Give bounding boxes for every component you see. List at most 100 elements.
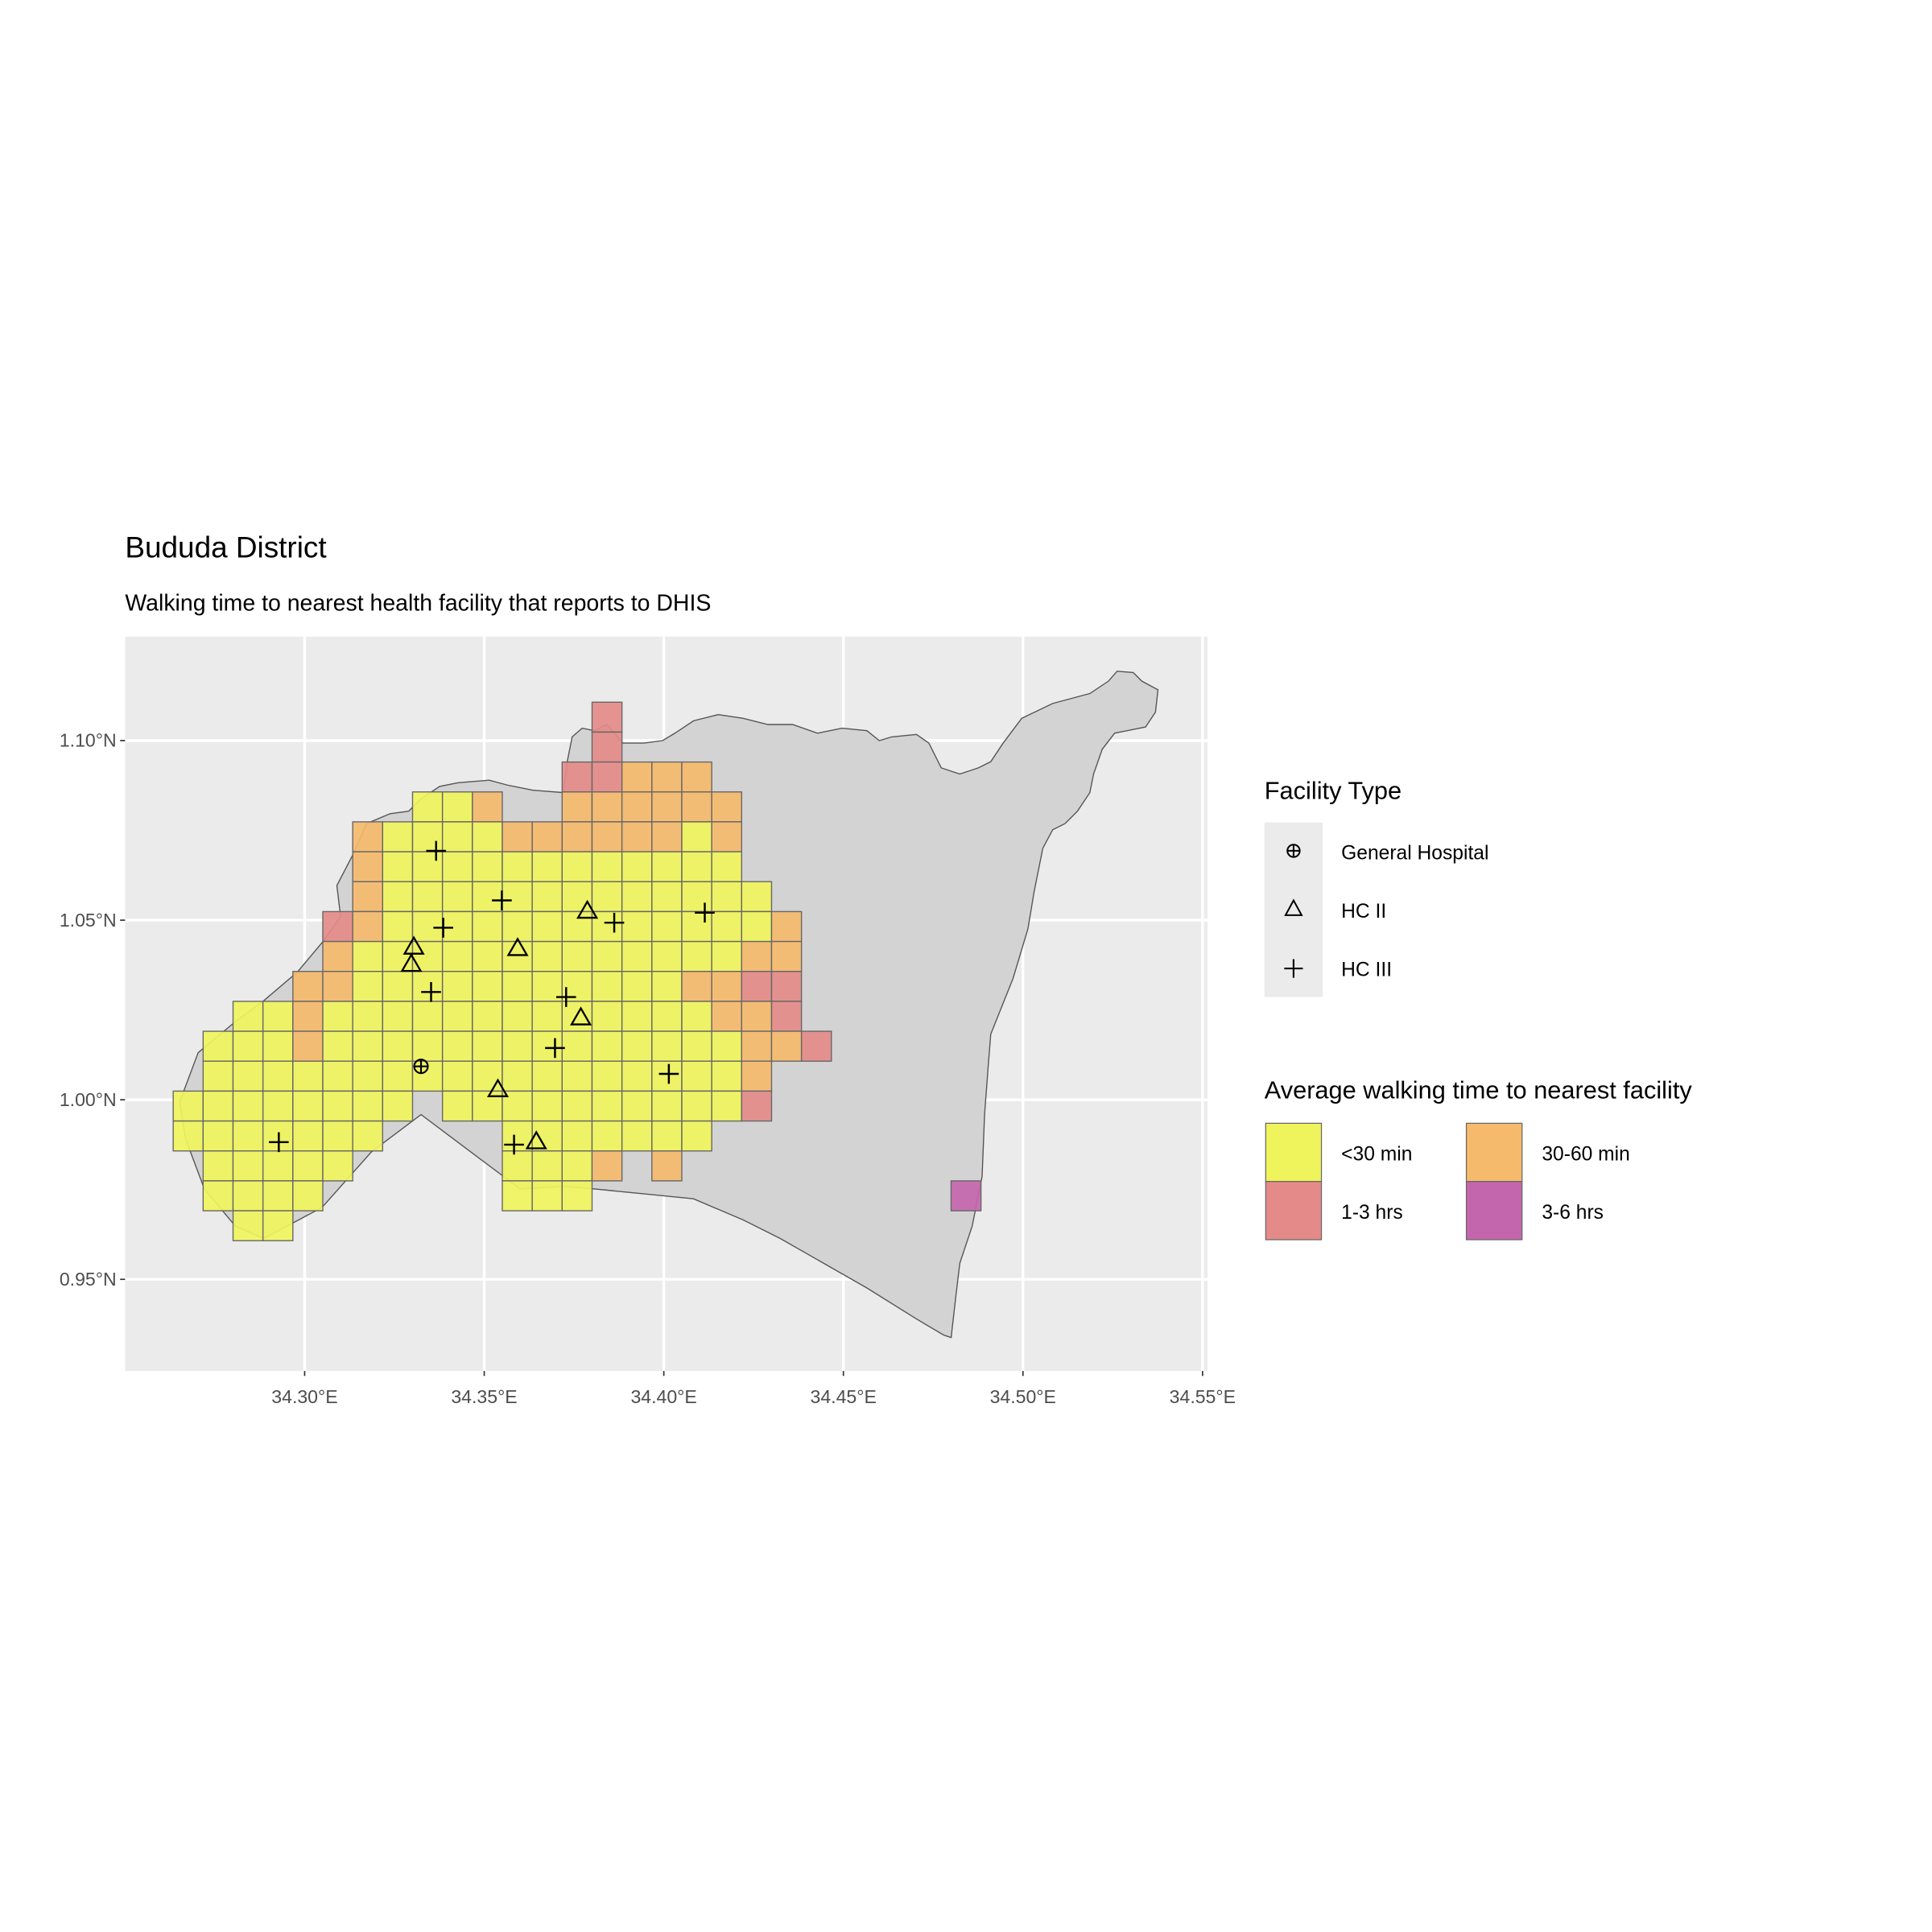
walking-time-cell (561, 821, 593, 852)
walking-time-cell (352, 851, 384, 882)
plus-icon (1284, 959, 1303, 978)
hc2-marker (525, 1130, 547, 1150)
walking-time-cell (262, 1090, 294, 1122)
walking-time-cell (411, 791, 444, 823)
walking-time-cell (681, 881, 712, 913)
hc3-marker (504, 1134, 524, 1155)
hc2-marker (486, 1078, 510, 1097)
walking-time-cell (561, 1060, 593, 1092)
walking-time-cell (382, 910, 414, 943)
walking-time-cell (591, 1060, 623, 1092)
walking-time-cell (322, 910, 353, 943)
walking-time-cell (262, 1060, 294, 1092)
walking-time-cell (292, 1001, 324, 1032)
legend-swatch-1-3 (1265, 1181, 1323, 1241)
general-hospital-marker-cross (414, 1059, 428, 1074)
walking-time-cell (651, 1030, 683, 1062)
walking-time-cell (531, 881, 564, 913)
hc3-marker (426, 840, 447, 861)
x-axis: 34.30°E 34.35°E 34.40°E 34.45°E 34.50°E 34.55… (271, 1371, 1236, 1407)
walking-time-cell (621, 881, 653, 913)
walking-time-cell (411, 851, 444, 882)
walking-time-cell (472, 851, 503, 882)
walking-time-cell (382, 1090, 414, 1122)
walking-time-cell (561, 851, 593, 882)
x-tick-label: 34.50°E (990, 1386, 1056, 1407)
walking-time-cell (202, 1060, 234, 1092)
walking-time-cell (711, 881, 742, 913)
walking-time-cell (202, 1090, 234, 1122)
walking-time-cell (232, 1090, 264, 1122)
walking-time-cell (561, 1180, 593, 1212)
walking-time-cell (322, 1001, 353, 1032)
walking-time-cell (441, 940, 473, 972)
chart-subtitle: Walking time to nearest health facility … (125, 590, 711, 616)
walking-time-cell (591, 1150, 623, 1182)
walking-time-cell (621, 1090, 653, 1122)
hc2-marker (402, 935, 425, 955)
walking-time-cell (472, 910, 503, 943)
walking-time-cell (352, 1090, 384, 1122)
circle-plus-icon-cross (1287, 844, 1300, 857)
walking-time-cell (232, 1001, 264, 1032)
walking-time-cell (741, 881, 773, 913)
walking-time-cell (681, 1120, 712, 1152)
walking-time-cell (502, 971, 533, 1002)
walking-time-cell (262, 1030, 294, 1062)
x-tick-label: 34.45°E (811, 1386, 877, 1407)
walking-time-cell (352, 1001, 384, 1032)
walking-time-cell (292, 1150, 324, 1182)
walking-time-cell (411, 910, 444, 943)
walking-time-cell (741, 910, 773, 943)
legend-label-lt30: <30 min (1341, 1144, 1412, 1166)
walking-time-cell (502, 821, 533, 852)
walking-time-cell (441, 851, 473, 882)
walking-time-cell (621, 940, 653, 972)
walking-time-cell (411, 881, 444, 913)
walking-time-cell (441, 971, 473, 1002)
walking-time-cell (232, 1150, 264, 1182)
walking-time-cell (651, 1150, 683, 1182)
legend-key-hc3: HC III (1284, 959, 1392, 980)
walking-time-cell (202, 1180, 234, 1212)
walking-time-cell (681, 761, 712, 793)
walking-time-cell (651, 1001, 683, 1032)
walking-time-cell (741, 1060, 773, 1092)
walking-time-cell (531, 1001, 564, 1032)
walking-time-cell (502, 910, 533, 943)
walking-time-cell (711, 1001, 742, 1032)
walking-time-cell (531, 910, 564, 943)
walking-time-cell (322, 1150, 353, 1182)
legend-key-hospital: General Hospital (1286, 843, 1488, 865)
walking-time-cell (770, 971, 803, 1002)
walking-time-cell (352, 910, 384, 943)
walking-time-cell (502, 1150, 533, 1182)
walking-time-cell (711, 821, 742, 852)
walking-time-cell (950, 1180, 982, 1212)
walking-time-cell (651, 881, 683, 913)
walking-time-cell (502, 881, 533, 913)
legend-swatch-30-60 (1465, 1122, 1523, 1183)
walking-time-cell (232, 1060, 264, 1092)
walking-time-cell (322, 1060, 353, 1092)
walking-time-cell (292, 1120, 324, 1152)
walking-time-cell (621, 821, 653, 852)
walking-time-cell (591, 1030, 623, 1062)
walking-time-cell (681, 1090, 712, 1122)
walking-time-cell (531, 1120, 564, 1152)
walking-time-cell (382, 881, 414, 913)
walking-time-cell (621, 1120, 653, 1152)
walking-time-cell (711, 940, 742, 972)
hc3-marker (421, 982, 441, 1002)
walking-time-cell (411, 1030, 444, 1062)
y-tick-label: 1.00°N (60, 1089, 117, 1110)
walking-time-cell (352, 971, 384, 1002)
walking-time-cell (651, 791, 683, 823)
walking-time-cell (322, 1090, 353, 1122)
walking-time-cell (502, 1030, 533, 1062)
x-tick-label: 34.30°E (271, 1386, 337, 1407)
legend-label-hospital: General Hospital (1341, 843, 1488, 865)
x-tick-label: 34.35°E (451, 1386, 517, 1407)
walking-time-cell (441, 791, 473, 823)
walking-time-cell (651, 940, 683, 972)
